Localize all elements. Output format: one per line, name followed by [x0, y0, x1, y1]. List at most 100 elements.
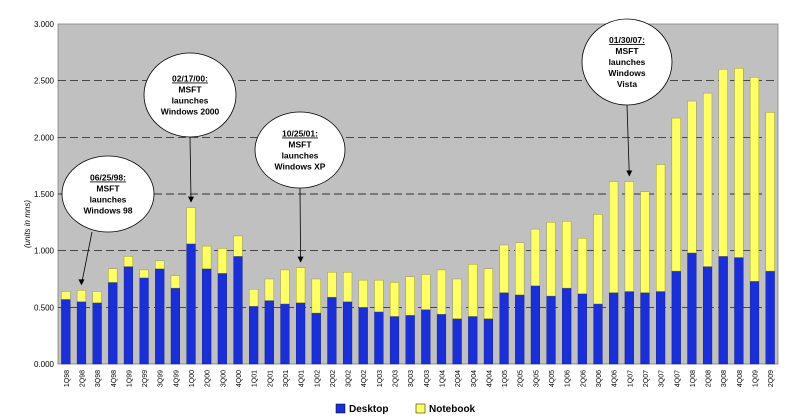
x-tick-label: 4Q02: [361, 370, 368, 387]
x-tick-label: 2Q05: [518, 370, 525, 387]
arrowhead: [78, 279, 85, 286]
bar-notebook: [687, 100, 697, 254]
bar-desktop: [61, 299, 71, 365]
bar-desktop: [452, 318, 462, 365]
bar-desktop: [734, 257, 744, 365]
x-tick-label: 1Q06: [565, 370, 572, 387]
bar-desktop: [389, 316, 400, 365]
x-tick-label: 4Q03: [424, 370, 431, 387]
annotation-date: 06/25/98:: [90, 173, 126, 183]
x-tick-label: 1Q01: [252, 370, 259, 387]
bar-desktop: [108, 282, 118, 365]
annotation-bubble: [581, 18, 673, 106]
bar-notebook: [562, 220, 572, 289]
x-tick-label: 3Q05: [533, 370, 540, 387]
bar-desktop: [546, 295, 556, 365]
legend-swatch: [335, 403, 346, 414]
bar-desktop: [186, 243, 196, 365]
x-tick-label: 4Q01: [299, 370, 306, 387]
bar-desktop: [374, 311, 384, 365]
x-tick-label: 3Q06: [596, 370, 603, 387]
annotation-text: MSFT: [288, 140, 312, 150]
x-tick-label: 4Q07: [674, 370, 681, 387]
x-tick-label: 3Q99: [158, 370, 165, 387]
x-tick-label: 2Q09: [768, 370, 775, 387]
x-tick-label: 2Q06: [580, 370, 587, 387]
x-tick-label: 2Q98: [79, 370, 86, 387]
annotation-bubble: [61, 155, 155, 233]
bar-notebook: [108, 268, 118, 283]
bar-desktop: [577, 293, 587, 365]
x-tick-label: 1Q08: [690, 370, 697, 387]
x-tick-label: 2Q07: [643, 370, 650, 387]
x-tick-label: 3Q07: [659, 370, 666, 387]
y-axis-label: (units in mns): [23, 200, 32, 248]
bar-desktop: [499, 292, 509, 365]
bar-desktop: [311, 312, 321, 365]
bar-desktop: [92, 302, 102, 365]
bar-notebook: [311, 278, 321, 314]
bar-notebook: [327, 272, 337, 298]
bar-notebook: [264, 278, 274, 301]
bar-desktop: [687, 252, 697, 365]
annotation-date: 10/25/01:: [282, 129, 318, 139]
bar-notebook: [76, 290, 87, 302]
bar-desktop: [718, 256, 728, 365]
bar-desktop: [593, 303, 603, 365]
bar-desktop: [421, 309, 431, 365]
bar-notebook: [61, 291, 71, 300]
bar-notebook: [421, 274, 431, 310]
bar-notebook: [139, 269, 149, 279]
bar-desktop: [640, 292, 650, 365]
annotation-arrow: [299, 187, 302, 262]
x-tick-label: 2Q04: [455, 370, 462, 387]
y-tick-label: 2.000: [34, 133, 55, 142]
x-tick-label: 3Q08: [721, 370, 728, 387]
bar-notebook: [155, 260, 165, 270]
y-tick-label: 1.000: [34, 247, 55, 256]
bar-desktop: [483, 318, 494, 365]
legend-label: Desktop: [349, 404, 388, 415]
x-tick-label: 3Q02: [346, 370, 353, 387]
bar-notebook: [233, 235, 243, 257]
bar-notebook: [624, 181, 634, 292]
y-axis-ticks: 0.000 0.500 1.000 1.500 2.000 2.500 3.000: [34, 20, 55, 369]
bar-desktop: [170, 287, 180, 365]
bar-desktop: [249, 306, 259, 365]
x-tick-label: 2Q99: [142, 370, 149, 387]
bar-desktop: [296, 302, 306, 365]
y-tick-label: 2.500: [34, 77, 55, 86]
y-tick-label: 3.000: [34, 20, 55, 29]
annotation-text: launches: [172, 96, 209, 106]
bar-desktop: [139, 277, 149, 365]
y-tick-label: 1.500: [34, 190, 55, 199]
x-tick-label: 4Q98: [111, 370, 118, 387]
annotation-text: Vista: [617, 79, 637, 89]
bar-notebook: [342, 272, 353, 302]
x-tick-label: 3Q04: [471, 370, 478, 387]
bar-notebook: [593, 214, 603, 305]
bar-notebook: [123, 256, 134, 267]
legend-item: Notebook: [415, 403, 476, 415]
legend-item: Desktop: [335, 403, 388, 415]
bar-desktop: [327, 296, 337, 365]
x-tick-label: 4Q05: [549, 370, 556, 387]
x-tick-label: 1Q05: [502, 370, 509, 387]
x-tick-label: 1Q03: [377, 370, 384, 387]
bar-desktop: [280, 303, 290, 365]
bar-notebook: [671, 117, 681, 272]
bar-notebook: [546, 222, 556, 297]
x-tick-label: 4Q08: [737, 370, 744, 387]
bar-notebook: [202, 245, 212, 269]
x-tick-label: 4Q04: [486, 370, 493, 387]
bar-desktop: [515, 294, 525, 365]
bar-notebook: [468, 264, 478, 317]
x-tick-label: 2Q00: [205, 370, 212, 387]
arrowhead: [297, 256, 304, 263]
bar-notebook: [734, 67, 744, 258]
bar-notebook: [515, 242, 525, 296]
